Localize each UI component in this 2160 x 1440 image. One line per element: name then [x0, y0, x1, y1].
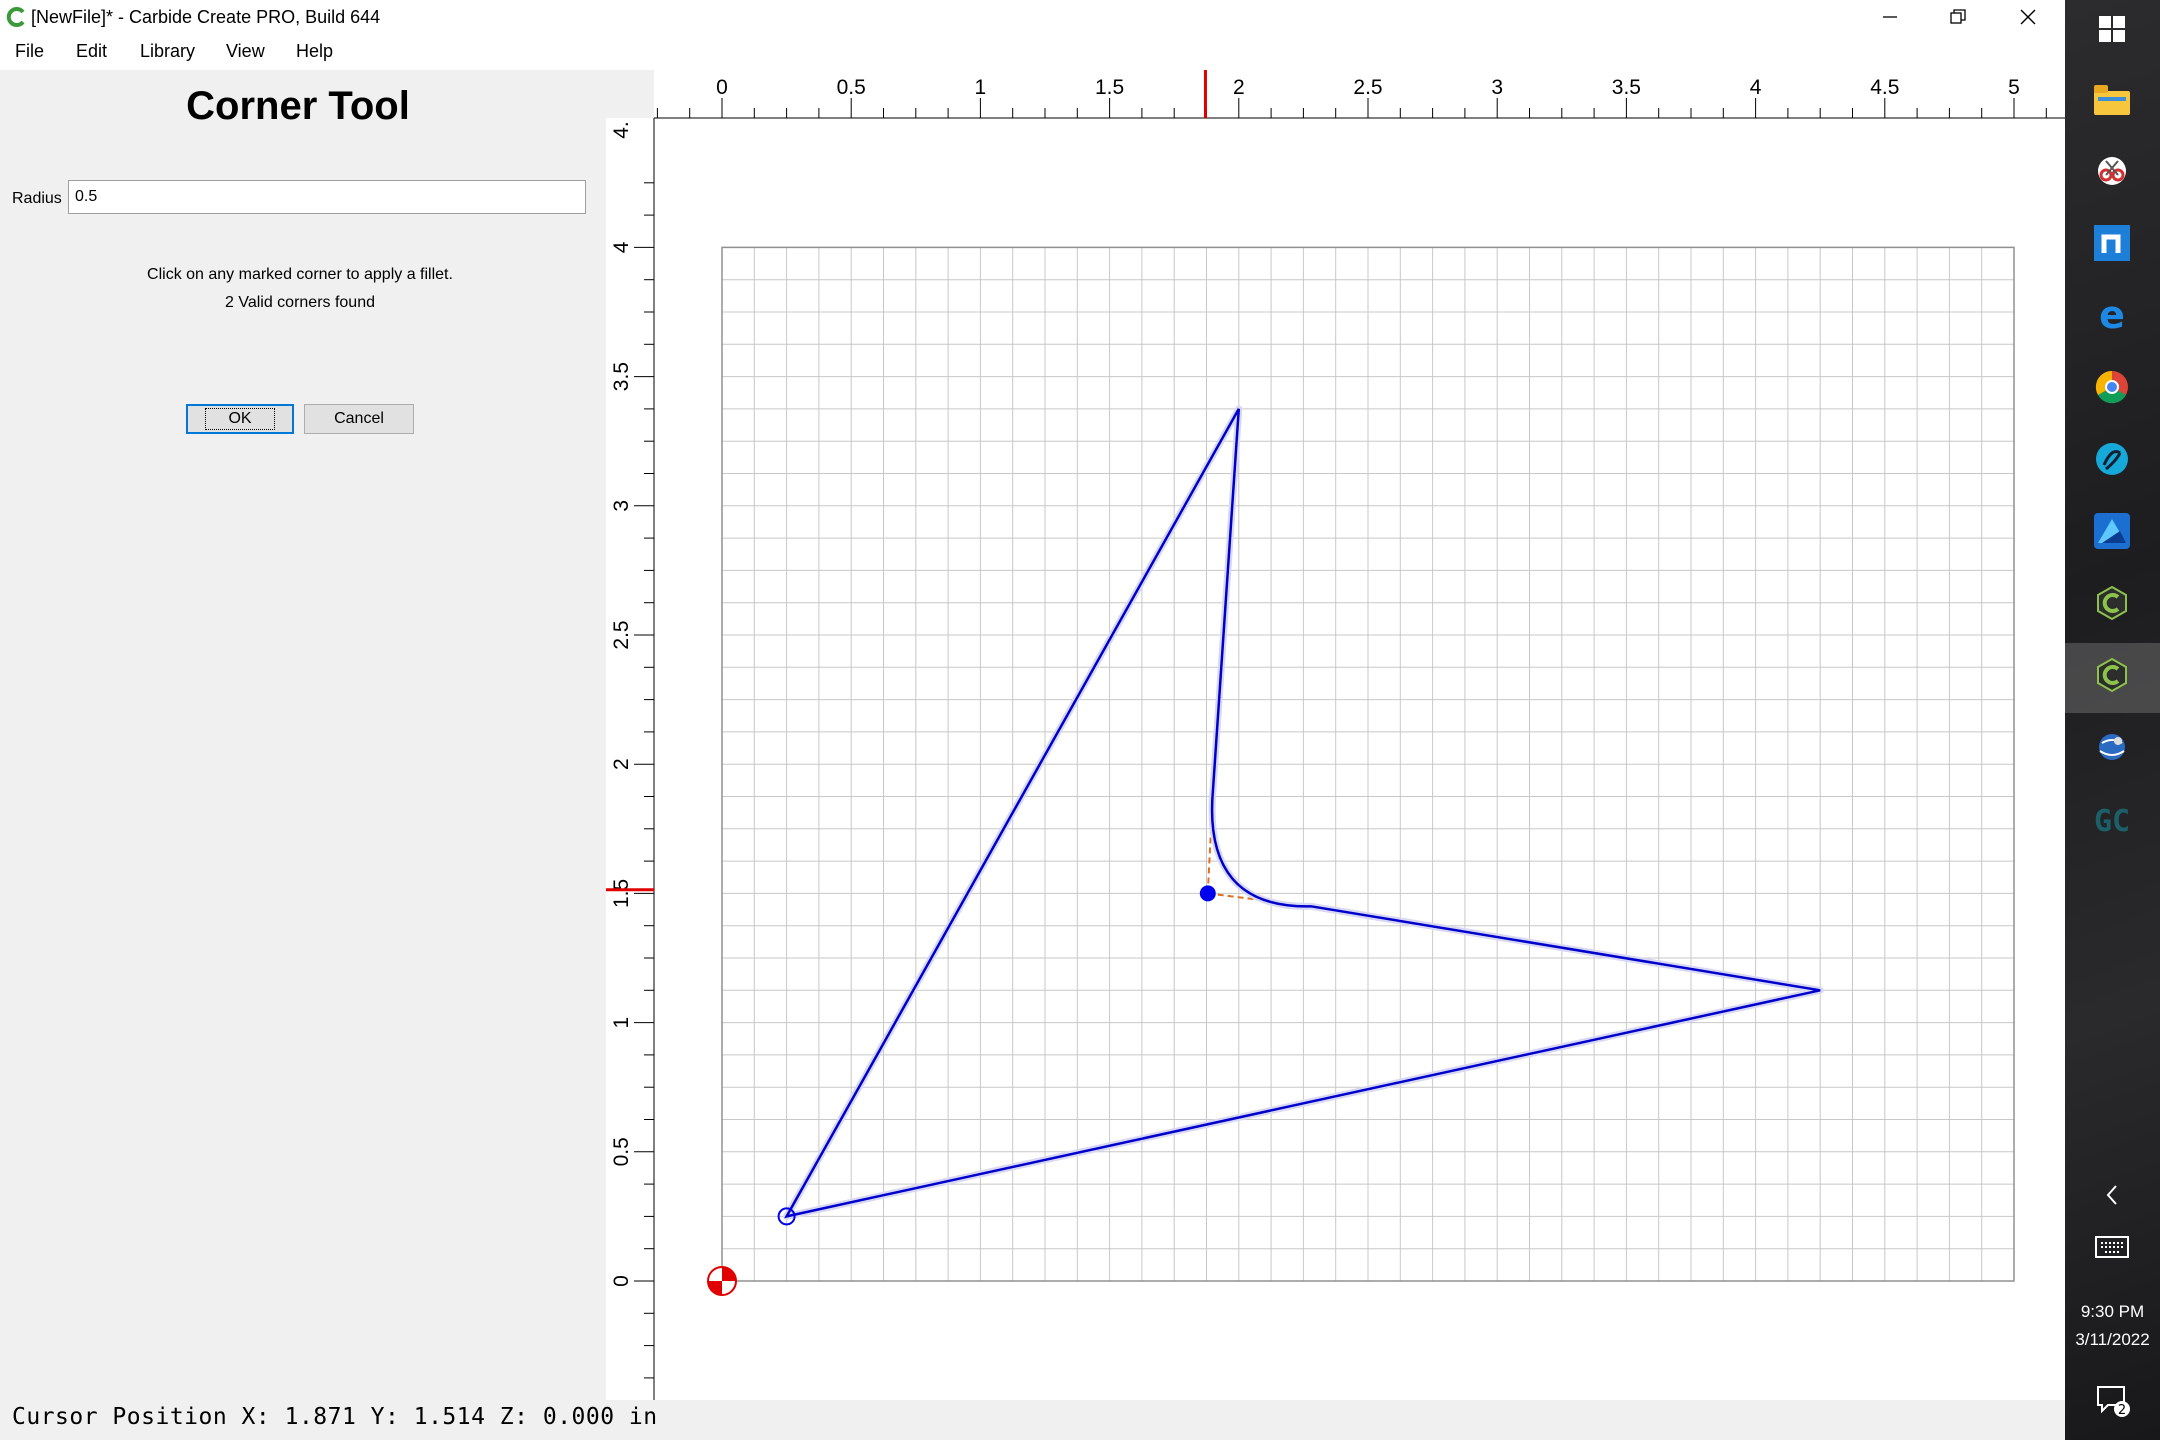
- ruler-x-label: 2.5: [1353, 76, 1382, 99]
- scissors-icon: [2098, 157, 2126, 185]
- ruler-x-label: 3.5: [1612, 76, 1641, 99]
- taskbar-snipping-tool[interactable]: [2087, 146, 2137, 196]
- edge-browser-icon: e: [2099, 297, 2125, 333]
- close-button[interactable]: [1996, 0, 2060, 34]
- corners-found-text: 2 Valid corners found: [224, 294, 375, 311]
- hint-text: Click on any marked corner to apply a fi…: [147, 266, 453, 283]
- title-bar: [NewFile]* - Carbide Create PRO, Build 6…: [0, 0, 2065, 34]
- show-hidden-icons-button[interactable]: [2087, 1170, 2137, 1220]
- gc-app-icon: GC: [2094, 804, 2130, 837]
- restore-button[interactable]: [1926, 0, 1990, 34]
- ruler-y-label: 2.5: [610, 620, 633, 649]
- origin-marker-quadrant: [722, 1267, 736, 1281]
- design-canvas-area[interactable]: 0 0.5 1 1.5 2 2.5 3 3.5 4 4.5 5 0 0.5 1 1.5 2 2.5 3 3.5 4 4.: [606, 70, 2065, 1400]
- menu-edit[interactable]: Edit: [76, 41, 108, 61]
- svg-text:GC: GC: [2094, 804, 2130, 837]
- close-icon: [2020, 9, 2036, 25]
- ruler-y-label: 1.5: [610, 879, 633, 908]
- taskbar-app-n[interactable]: [2087, 218, 2137, 268]
- ruler-y-label: 2: [610, 758, 633, 770]
- fillet-guide-line: [1206, 789, 1214, 894]
- windows-start-icon: [2099, 16, 2125, 42]
- notification-icon: 2: [2097, 1386, 2130, 1417]
- carbide-create-icon: [2097, 657, 2127, 693]
- corner-tool-panel: Corner Tool Radius Click on any marked c…: [0, 70, 606, 1400]
- restore-icon: [1950, 9, 1966, 24]
- taskbar-carbide-create-1[interactable]: [2087, 578, 2137, 628]
- svg-text:e: e: [2099, 297, 2125, 333]
- ok-button[interactable]: OK: [186, 404, 294, 434]
- vertical-ruler[interactable]: [606, 118, 654, 1400]
- taskbar-file-explorer[interactable]: [2087, 75, 2137, 125]
- ruler-y-label: 4.: [610, 121, 633, 139]
- vector-shape[interactable]: [784, 408, 1821, 1219]
- ruler-y-label: 0: [610, 1275, 633, 1287]
- minimize-icon: [1883, 16, 1897, 18]
- action-center-button[interactable]: 2: [2087, 1374, 2137, 1424]
- touch-keyboard-button[interactable]: [2087, 1222, 2137, 1272]
- ruler-x-label: 4: [1750, 76, 1762, 99]
- cancel-button[interactable]: Cancel: [304, 404, 414, 434]
- taskbar-app-swirl[interactable]: [2087, 434, 2137, 484]
- notification-count: 2: [2118, 1403, 2126, 1417]
- ruler-x-label: 1.5: [1095, 76, 1124, 99]
- window-title: [NewFile]* - Carbide Create PRO, Build 6…: [31, 7, 381, 27]
- chevron-left-icon: [2106, 1185, 2117, 1205]
- ruler-x-label: 0.5: [837, 76, 866, 99]
- swirl-app-icon: [2096, 443, 2128, 475]
- selected-corner-marker[interactable]: [1199, 885, 1216, 902]
- taskbar-edge[interactable]: e: [2087, 290, 2137, 340]
- panel-title: Corner Tool: [186, 84, 410, 128]
- ruler-x-label: 2: [1233, 76, 1245, 99]
- menu-file[interactable]: File: [15, 41, 45, 61]
- ok-button-label: OK: [205, 408, 275, 430]
- taskbar-chrome[interactable]: [2087, 362, 2137, 412]
- carbide-create-icon: [2097, 585, 2127, 621]
- stock-boundary: [721, 246, 2015, 1282]
- taskbar-date[interactable]: 3/11/2022: [2075, 1330, 2150, 1349]
- menu-library[interactable]: Library: [140, 41, 196, 61]
- taskbar-gc-app[interactable]: GC: [2087, 794, 2137, 844]
- ruler-x-label: 5: [2008, 76, 2020, 99]
- taskbar-affinity-designer[interactable]: [2087, 506, 2137, 556]
- carbide-app-icon: [6, 7, 25, 27]
- taskbar-time[interactable]: 9:30 PM: [2080, 1302, 2145, 1321]
- taskbar-globe-app[interactable]: [2087, 722, 2137, 772]
- menu-view[interactable]: View: [226, 41, 265, 61]
- origin-marker-quadrant: [708, 1281, 722, 1295]
- minimize-button[interactable]: [1858, 0, 1922, 34]
- radius-label: Radius: [12, 190, 62, 207]
- ruler-y-label: 0.5: [610, 1137, 633, 1166]
- taskbar-carbide-create-2[interactable]: [2087, 650, 2137, 700]
- menu-bar: File Edit Library View Help: [0, 34, 2065, 70]
- keyboard-icon: [2095, 1236, 2129, 1258]
- design-canvas[interactable]: 0 0.5 1 1.5 2 2.5 3 3.5 4 4.5 5 0 0.5 1 1.5 2 2.5 3 3.5 4 4.: [606, 70, 2065, 1400]
- ruler-x-label: 1: [975, 76, 987, 99]
- cursor-position-readout: Cursor Position X: 1.871 Y: 1.514 Z: 0.0…: [12, 1404, 658, 1430]
- ruler-corner: [606, 70, 654, 118]
- ruler-y-label: 3.5: [610, 362, 633, 391]
- windows-taskbar: e GC 9:30 PM 3/11/2022 2: [2065, 0, 2160, 1440]
- start-button[interactable]: [2087, 4, 2137, 54]
- ruler-y-label: 1: [610, 1017, 633, 1029]
- valid-corner-marker[interactable]: [777, 1207, 796, 1226]
- ruler-x-label: 0: [716, 76, 728, 99]
- ruler-x-label: 4.5: [1870, 76, 1899, 99]
- radius-input[interactable]: [68, 180, 586, 214]
- ruler-y-label: 4: [610, 241, 633, 253]
- chrome-browser-icon: [2095, 370, 2128, 404]
- folder-icon: [2094, 85, 2130, 115]
- globe-icon: [2099, 734, 2125, 760]
- affinity-designer-icon: [2094, 513, 2130, 549]
- n-app-icon: [2094, 225, 2130, 261]
- ruler-x-label: 3: [1491, 76, 1503, 99]
- menu-help[interactable]: Help: [296, 41, 334, 61]
- ruler-y-label: 3: [610, 500, 633, 512]
